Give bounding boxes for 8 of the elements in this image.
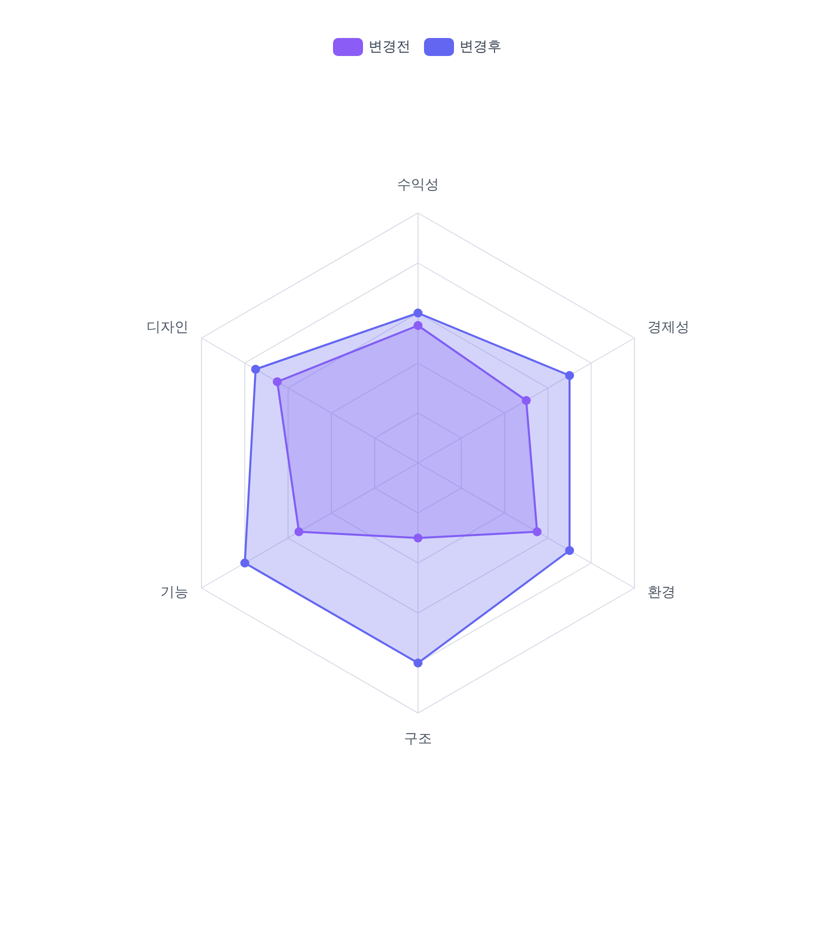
spoke-label: 구조	[404, 731, 432, 747]
spoke-label: 환경	[647, 584, 676, 600]
spoke-label: 경제성	[647, 320, 690, 336]
legend-label: 변경전	[368, 38, 410, 56]
spoke-label: 디자인	[146, 320, 189, 336]
spoke-label: 기능	[160, 584, 189, 600]
spoke-label: 수익성	[397, 177, 439, 193]
legend-label: 변경후	[460, 38, 502, 56]
